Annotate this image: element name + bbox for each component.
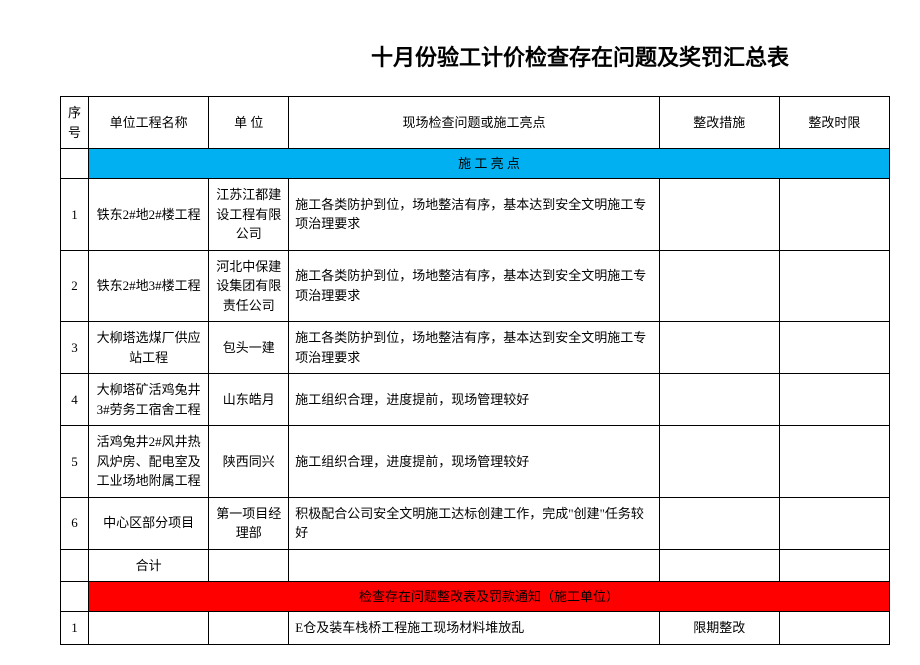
cell-seq: 5 — [61, 426, 89, 498]
cell-deadline — [779, 497, 889, 549]
col-action: 整改措施 — [659, 97, 779, 149]
cell-issue: 施工组织合理，进度提前，现场管理较好 — [289, 374, 659, 426]
table-row: 1 铁东2#地2#楼工程 江苏江都建设工程有限公司 施工各类防护到位，场地整洁有… — [61, 179, 890, 251]
cell-action — [659, 322, 779, 374]
table-row: 1 E仓及装车栈桥工程施工现场材料堆放乱 限期整改 — [61, 612, 890, 645]
cell-action — [659, 426, 779, 498]
cell-deadline — [779, 374, 889, 426]
cell-seq: 3 — [61, 322, 89, 374]
cell-name: 大柳塔选煤厂供应站工程 — [89, 322, 209, 374]
cell-name: 大柳塔矿活鸡兔井3#劳务工宿舍工程 — [89, 374, 209, 426]
cell-deadline — [779, 612, 889, 645]
table-row: 6 中心区部分项目 第一项目经理部 积极配合公司安全文明施工达标创建工作，完成"… — [61, 497, 890, 549]
table-row: 5 活鸡兔井2#风井热风炉房、配电室及工业场地附属工程 陕西同兴 施工组织合理，… — [61, 426, 890, 498]
cell-unit: 山东皓月 — [209, 374, 289, 426]
cell-deadline — [779, 322, 889, 374]
cell-unit: 河北中保建设集团有限责任公司 — [209, 250, 289, 322]
col-name: 单位工程名称 — [89, 97, 209, 149]
table-row: 4 大柳塔矿活鸡兔井3#劳务工宿舍工程 山东皓月 施工组织合理，进度提前，现场管… — [61, 374, 890, 426]
cell-seq: 1 — [61, 612, 89, 645]
cell-issue: E仓及装车栈桥工程施工现场材料堆放乱 — [289, 612, 659, 645]
cell-action — [659, 179, 779, 251]
cell-name: 活鸡兔井2#风井热风炉房、配电室及工业场地附属工程 — [89, 426, 209, 498]
cell-seq: 1 — [61, 179, 89, 251]
cell-action — [659, 497, 779, 549]
cell-deadline — [779, 250, 889, 322]
cell-action: 限期整改 — [659, 612, 779, 645]
cell-name: 铁东2#地2#楼工程 — [89, 179, 209, 251]
cell-seq: 4 — [61, 374, 89, 426]
cell-deadline — [779, 426, 889, 498]
subtotal-row: 合计 — [61, 549, 890, 582]
section-issue-row: 检查存在问题整改表及罚款通知（施工单位） — [61, 582, 890, 612]
cell-action — [659, 374, 779, 426]
cell-issue: 积极配合公司安全文明施工达标创建工作，完成"创建"任务较好 — [289, 497, 659, 549]
subtotal-label: 合计 — [89, 549, 209, 582]
col-unit: 单 位 — [209, 97, 289, 149]
cell-unit: 陕西同兴 — [209, 426, 289, 498]
section-issue-label: 检查存在问题整改表及罚款通知（施工单位） — [89, 582, 890, 612]
col-seq: 序号 — [61, 97, 89, 149]
section-highlight-label: 施 工 亮 点 — [89, 149, 890, 179]
cell-seq: 2 — [61, 250, 89, 322]
cell-name: 中心区部分项目 — [89, 497, 209, 549]
col-issue: 现场检查问题或施工亮点 — [289, 97, 659, 149]
section-highlight-row: 施 工 亮 点 — [61, 149, 890, 179]
table-row: 2 铁东2#地3#楼工程 河北中保建设集团有限责任公司 施工各类防护到位，场地整… — [61, 250, 890, 322]
cell-unit — [209, 612, 289, 645]
cell-issue: 施工组织合理，进度提前，现场管理较好 — [289, 426, 659, 498]
col-deadline: 整改时限 — [779, 97, 889, 149]
cell-unit: 江苏江都建设工程有限公司 — [209, 179, 289, 251]
cell-unit: 第一项目经理部 — [209, 497, 289, 549]
table-row: 3 大柳塔选煤厂供应站工程 包头一建 施工各类防护到位，场地整洁有序，基本达到安… — [61, 322, 890, 374]
cell-issue: 施工各类防护到位，场地整洁有序，基本达到安全文明施工专项治理要求 — [289, 322, 659, 374]
cell-issue: 施工各类防护到位，场地整洁有序，基本达到安全文明施工专项治理要求 — [289, 250, 659, 322]
summary-table: 序号 单位工程名称 单 位 现场检查问题或施工亮点 整改措施 整改时限 施 工 … — [60, 96, 890, 645]
table-header-row: 序号 单位工程名称 单 位 现场检查问题或施工亮点 整改措施 整改时限 — [61, 97, 890, 149]
cell-unit: 包头一建 — [209, 322, 289, 374]
cell-deadline — [779, 179, 889, 251]
cell-action — [659, 250, 779, 322]
cell-name: 铁东2#地3#楼工程 — [89, 250, 209, 322]
cell-name — [89, 612, 209, 645]
cell-seq: 6 — [61, 497, 89, 549]
cell-issue: 施工各类防护到位，场地整洁有序，基本达到安全文明施工专项治理要求 — [289, 179, 659, 251]
page-title: 十月份验工计价检查存在问题及奖罚汇总表 — [260, 40, 900, 72]
